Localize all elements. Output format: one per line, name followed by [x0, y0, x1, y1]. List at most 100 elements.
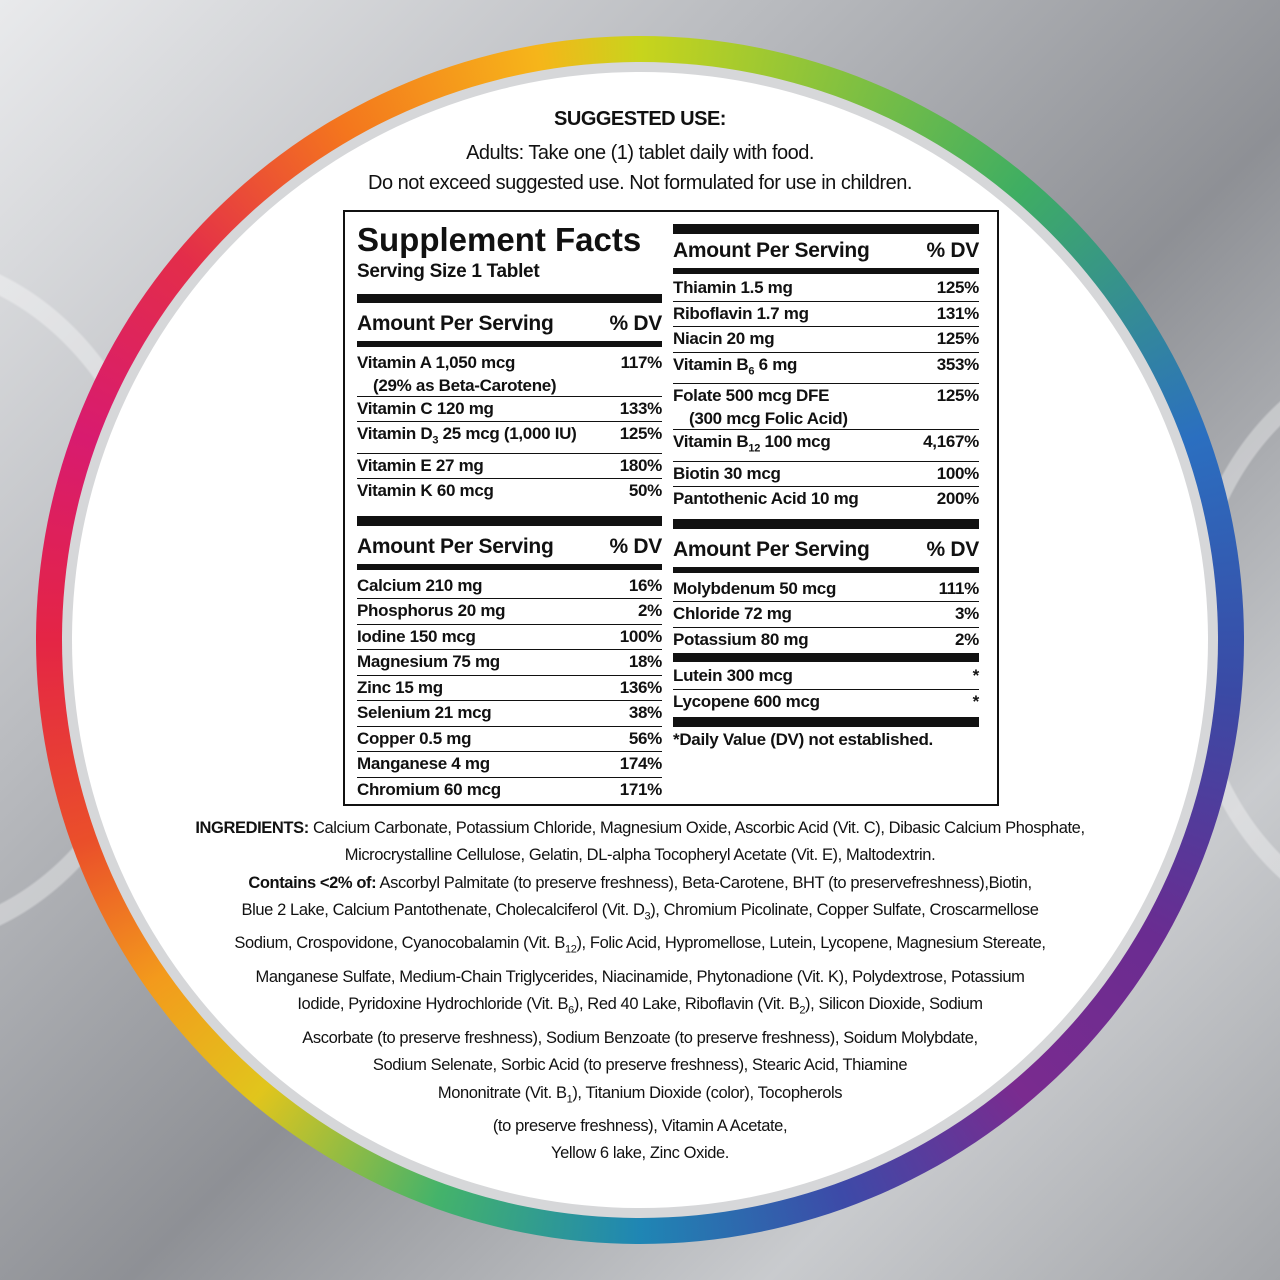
nutrient-note: (300 mcg Folic Acid) [689, 408, 848, 428]
nutrient-name: Molybdenum 50 mcg [673, 578, 837, 598]
nutrient-row: Calcium 210 mg 16% [357, 574, 662, 600]
nutrient-name: Phosphorus 20 mg [357, 601, 506, 621]
daily-value: 174% [619, 754, 663, 774]
daily-value: 3% [955, 604, 979, 624]
ingredients-line: Sodium Selenate, Sorbic Acid (to preserv… [372, 1056, 908, 1075]
nutrient-name: Vitamin B6 6 mg [673, 354, 798, 377]
left-minerals-list: Calcium 210 mg 16% Phosphorus 20 mg 2% Iodin… [357, 570, 662, 803]
nutrient-name: Lutein 300 mcg [673, 666, 793, 686]
label-panel [72, 72, 1208, 1208]
daily-value: 56% [628, 728, 662, 748]
thick-rule [673, 717, 979, 728]
nutrient-row: Magnesium 75 mg 18% [357, 650, 662, 676]
daily-value: 117% [620, 353, 663, 372]
thick-rule [673, 224, 979, 234]
nutrient-name: Niacin 20 mg [673, 329, 775, 348]
nutrient-row: Lycopene 600 mcg * [673, 690, 979, 715]
nutrient-row: Vitamin B6 6 mg 353% [673, 353, 979, 385]
nutrient-row: Lutein 300 mcg * [673, 664, 979, 690]
daily-value: 125% [936, 329, 980, 348]
subscript: 3 [432, 434, 439, 447]
nutrient-name: Copper 0.5 mg [357, 728, 472, 748]
ingredients-line: (to preserve freshness), Vitamin A Aceta… [492, 1117, 788, 1136]
nutrient-row: Thiamin 1.5 mg 125% [673, 276, 979, 302]
nutrient-name: Lycopene 600 mcg [673, 691, 820, 711]
right-minerals-list: Molybdenum 50 mcg 111% Chloride 72 mg 3% Pot… [673, 573, 979, 653]
thick-rule [357, 294, 662, 303]
nutrient-name: Vitamin C 120 mg [357, 398, 494, 418]
nutrient-name: Chromium 60 mcg [357, 779, 501, 799]
nutrient-note: (29% as Beta-Carotene) [373, 375, 557, 395]
daily-value: 100% [936, 463, 980, 483]
subscript: 6 [748, 364, 755, 377]
nutrient-row: Manganese 4 mg 174% [357, 752, 662, 778]
suggested-use-warning: Do not exceed suggested use. Not formula… [368, 172, 912, 194]
amount-label: Amount Per Serving [357, 312, 554, 335]
suggested-use-line: Adults: Take one (1) tablet daily with f… [466, 142, 814, 164]
ingredients-line: Contains <2% of: Ascorbyl Palmitate (to … [248, 873, 1032, 892]
subscript: 2 [799, 1004, 806, 1017]
nutrient-row: Riboflavin 1.7 mg 131% [673, 302, 980, 327]
daily-value: 2% [638, 601, 662, 621]
ingredients-label: INGREDIENTS: [195, 819, 309, 837]
daily-value: 50% [628, 481, 662, 501]
amount-label: Amount Per Serving [673, 537, 870, 561]
nutrient-name: Thiamin 1.5 mg [673, 278, 793, 297]
ingredients-line: Microcrystalline Cellulose, Gelatin, DL-… [344, 846, 936, 865]
daily-value: 171% [619, 779, 663, 799]
daily-value: 125% [619, 424, 663, 443]
nutrient-row: Copper 0.5 mg 56% [357, 727, 662, 753]
facts-title: Supplement Facts [357, 221, 642, 258]
amount-header: Amount Per Serving % DV [357, 303, 662, 339]
amount-header: Amount Per Serving % DV [673, 234, 979, 266]
nutrient-name: Chloride 72 mg [673, 604, 792, 624]
daily-value: 136% [619, 677, 663, 697]
nutrient-name: Biotin 30 mcg [673, 463, 781, 483]
right-vitamins-list: Thiamin 1.5 mg 125% Riboflavin 1.7 mg 131% N… [673, 274, 979, 512]
amount-label: Amount Per Serving [357, 534, 554, 558]
nutrient-name: Manganese 4 mg [357, 754, 490, 774]
nutrient-row: Folate 500 mcg DFE (300 mcg Folic Acid) 12… [673, 384, 979, 430]
nutrient-row: Selenium 21 mcg 38% [357, 701, 662, 727]
nutrient-name: Iodine 150 mcg [357, 626, 476, 646]
daily-value: 180% [619, 455, 663, 475]
nutrient-row: Vitamin C 120 mg 133% [357, 397, 662, 422]
nutrient-row: Zinc 15 mg 136% [357, 676, 662, 702]
thick-rule [673, 653, 979, 663]
suggested-use-heading: SUGGESTED USE: [554, 108, 726, 130]
amount-header: Amount Per Serving % DV [357, 526, 662, 562]
facts-left-column: Supplement Facts Serving Size 1 Tablet A… [357, 222, 662, 802]
ingredients-line: Sodium, Crospovidone, Cyanocobalamin (Vi… [234, 934, 1046, 956]
daily-value: 16% [628, 575, 662, 595]
daily-value: * [972, 666, 980, 686]
dv-footnote: *Daily Value (DV) not established. [673, 730, 933, 750]
rule [357, 341, 662, 347]
nutrient-name: Magnesium 75 mg [357, 652, 500, 672]
right-other-list: Lutein 300 mcg * Lycopene 600 mcg * [673, 662, 979, 714]
dv-label: % DV [926, 239, 980, 262]
thick-rule [673, 518, 979, 529]
nutrient-row: Biotin 30 mcg 100% [673, 462, 979, 488]
contains-list: Contains <2% of: Ascorbyl Palmitate (to … [140, 870, 1140, 1168]
nutrient-name: Potassium 80 mg [673, 629, 809, 649]
nutrient-name: Vitamin D3 25 mcg (1,000 IU) [357, 424, 577, 447]
nutrient-row: Vitamin D3 25 mcg (1,000 IU) 125% [357, 422, 662, 454]
amount-label: Amount Per Serving [673, 239, 870, 262]
daily-value: 38% [628, 703, 662, 723]
daily-value: 131% [936, 303, 980, 323]
ingredients-line: Iodide, Pyridoxine Hydrochloride (Vit. B… [297, 995, 983, 1017]
nutrient-row: Pantothenic Acid 10 mg 200% [673, 487, 979, 512]
ingredients-line: INGREDIENTS: Calcium Carbonate, Potassiu… [140, 815, 1140, 842]
daily-value: 100% [619, 626, 663, 646]
nutrient-row: Phosphorus 20 mg 2% [357, 599, 662, 625]
supplement-facts-panel: Supplement Facts Serving Size 1 Tablet A… [343, 210, 999, 806]
nutrient-row: Chromium 60 mcg 171% [357, 778, 662, 803]
ingredients-line: Mononitrate (Vit. B1), Titanium Dioxide … [437, 1083, 843, 1105]
daily-value: 125% [936, 278, 980, 297]
ingredients-line: Ascorbate (to preserve freshness), Sodiu… [302, 1028, 978, 1047]
ingredients-text: Calcium Carbonate, Potassium Chloride, M… [308, 819, 1085, 837]
left-vitamins-list: Vitamin A 1,050 mcg (29% as Beta-Carotene… [357, 347, 662, 504]
facts-right-column: Amount Per Serving % DV Thiamin 1.5 mg 125… [673, 224, 979, 753]
nutrient-name: Riboflavin 1.7 mg [673, 303, 809, 323]
nutrient-name: Vitamin K 60 mcg [357, 481, 494, 501]
